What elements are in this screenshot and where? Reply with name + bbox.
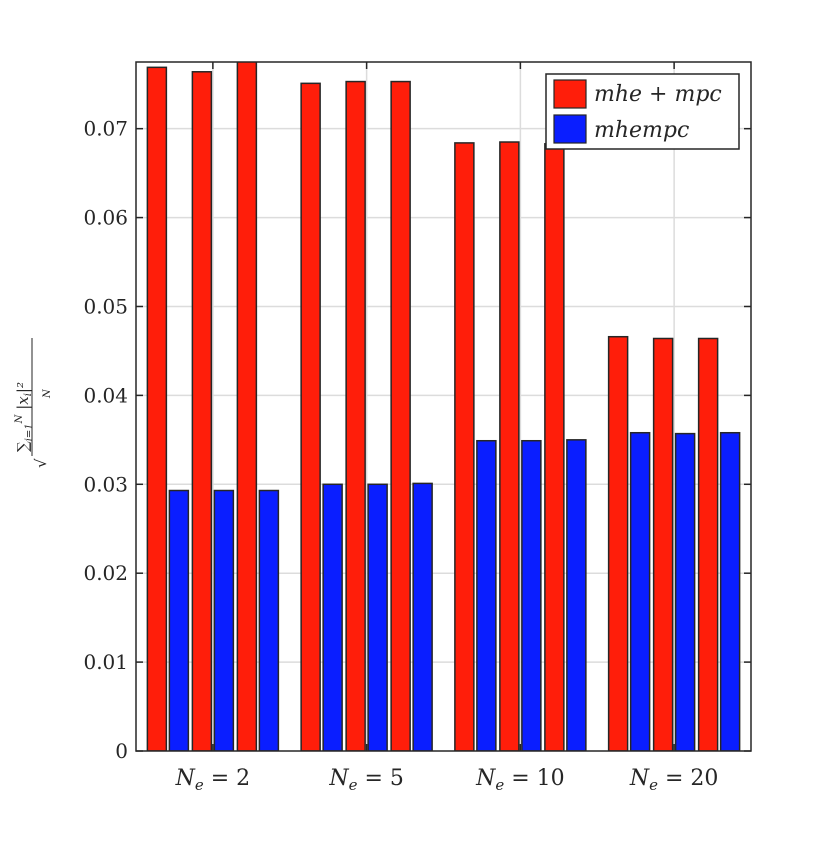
bar-mhe-mpc-1-0 — [300, 82, 321, 751]
y-tick-label: 0 — [115, 739, 128, 763]
legend-swatch-mhe-mpc — [553, 79, 587, 109]
bar-mhempc-2-1 — [521, 439, 542, 751]
y-tick-label: 0.04 — [83, 383, 128, 407]
bar-mhempc-1-0 — [322, 483, 343, 751]
bar-mhempc-3-2 — [719, 431, 741, 751]
legend: mhe + mpc mhempc — [545, 73, 740, 150]
x-tick-label: Ne = 10 — [475, 766, 565, 794]
y-tick-label: 0.03 — [83, 472, 128, 496]
bar-mhe-mpc-3-0 — [607, 335, 629, 751]
x-tick-labels: Ne = 2 Ne = 5 Ne = 10 Ne = 20 — [175, 766, 719, 794]
bars — [146, 62, 741, 751]
bar-mhe-mpc-2-1 — [499, 141, 520, 751]
bar-mhe-mpc-3-2 — [697, 337, 719, 751]
y-tick-label: 0.06 — [83, 206, 128, 230]
y-axis-label-denominator: N — [42, 388, 53, 399]
y-tick-label: 0.01 — [83, 650, 128, 674]
bar-mhempc-3-0 — [629, 431, 651, 751]
axis-ticks — [136, 62, 751, 752]
legend-label-mhempc: mhempc — [594, 118, 689, 143]
y-tick-label: 0.05 — [83, 294, 128, 318]
bar-mhe-mpc-2-2 — [544, 143, 565, 751]
axes-frame — [135, 61, 752, 752]
x-tick-label: Ne = 2 — [175, 766, 251, 794]
bar-mhempc-2-2 — [566, 439, 587, 751]
bar-mhempc-0-1 — [213, 489, 235, 751]
y-tick-label: 0.07 — [83, 117, 128, 141]
bar-mhempc-1-2 — [412, 482, 433, 751]
bar-mhempc-0-0 — [168, 489, 190, 751]
bar-mhe-mpc-2-0 — [454, 142, 475, 751]
bar-mhe-mpc-1-2 — [390, 80, 411, 751]
y-tick-labels: 0 0.01 0.02 0.03 0.04 0.05 0.06 0.07 — [83, 117, 128, 763]
y-axis-label: √ ∑i=1N |xi|² N — [14, 338, 53, 468]
bar-mhe-mpc-0-1 — [191, 71, 213, 751]
legend-label-mhe-mpc: mhe + mpc — [594, 82, 722, 107]
bar-mhempc-3-1 — [674, 432, 696, 751]
x-tick-label: Ne = 20 — [629, 766, 719, 794]
y-axis-label-radical: √ — [32, 458, 50, 468]
bar-mhe-mpc-1-1 — [345, 80, 366, 751]
bar-mhempc-0-2 — [258, 489, 280, 751]
legend-swatch-mhempc — [553, 114, 587, 144]
bar-mhempc-1-1 — [367, 483, 388, 751]
bar-mhempc-2-0 — [476, 439, 497, 751]
bar-mhe-mpc-0-2 — [236, 62, 258, 751]
bar-mhe-mpc-0-0 — [146, 66, 168, 751]
y-tick-label: 0.02 — [83, 561, 128, 585]
x-tick-label: Ne = 5 — [328, 766, 404, 794]
bar-mhe-mpc-3-1 — [652, 337, 674, 751]
